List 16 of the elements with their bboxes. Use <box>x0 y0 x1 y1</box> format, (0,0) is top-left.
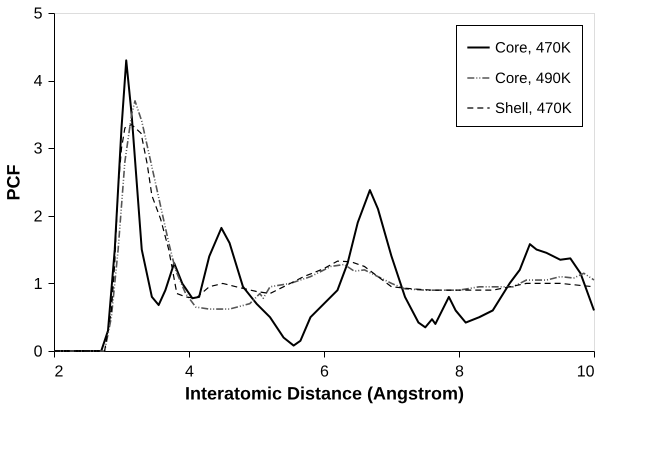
x-axis-title: Interatomic Distance (Angstrom) <box>184 384 464 404</box>
legend-label: Core, 470K <box>495 40 571 56</box>
y-tick-label: 2 <box>34 208 43 226</box>
x-tick-label: 2 <box>54 364 64 380</box>
x-tick-label: 4 <box>185 364 194 380</box>
x-tick-label: 10 <box>576 364 595 380</box>
x-tick-label: 8 <box>455 364 464 380</box>
y-tick-label: 1 <box>34 276 43 293</box>
y-tick-label: 0 <box>34 344 43 360</box>
legend-label: Core, 490K <box>495 70 571 87</box>
legend-label: Shell, 470K <box>495 100 572 117</box>
y-tick-label: 3 <box>34 140 43 158</box>
y-tick-label: 4 <box>34 73 43 90</box>
y-axis-title: PCF <box>4 164 24 200</box>
x-tick-label: 6 <box>320 364 330 380</box>
y-tick-label: 5 <box>34 6 43 22</box>
